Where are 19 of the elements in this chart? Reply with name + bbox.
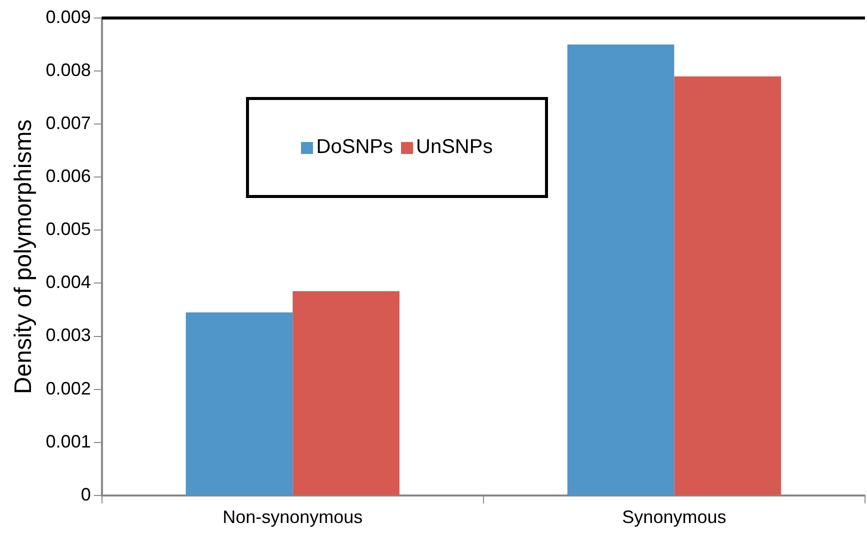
- y-tick-label: 0.006: [46, 166, 91, 186]
- y-tick-label: 0.009: [46, 6, 91, 27]
- bar: [186, 312, 293, 495]
- y-tick-label: 0.005: [46, 219, 91, 240]
- y-axis-title: Density of polymorphisms: [10, 119, 38, 394]
- y-tick-label: 0.001: [46, 431, 91, 452]
- y-tick-label: 0.008: [46, 60, 91, 80]
- x-tick-label: Synonymous: [622, 507, 726, 528]
- y-tick-label: 0.007: [46, 113, 91, 134]
- legend-label: UnSNPs: [416, 136, 493, 159]
- x-tick-label: Non-synonymous: [222, 507, 363, 528]
- legend-label: DoSNPs: [316, 136, 393, 159]
- y-tick-label: 0.003: [46, 325, 91, 346]
- bar: [292, 291, 400, 495]
- y-tick-label: 0: [80, 484, 91, 504]
- y-tick-label: 0.002: [46, 378, 91, 398]
- bar: [567, 44, 674, 495]
- y-tick-label: 0.004: [46, 272, 91, 292]
- bar: [674, 76, 782, 495]
